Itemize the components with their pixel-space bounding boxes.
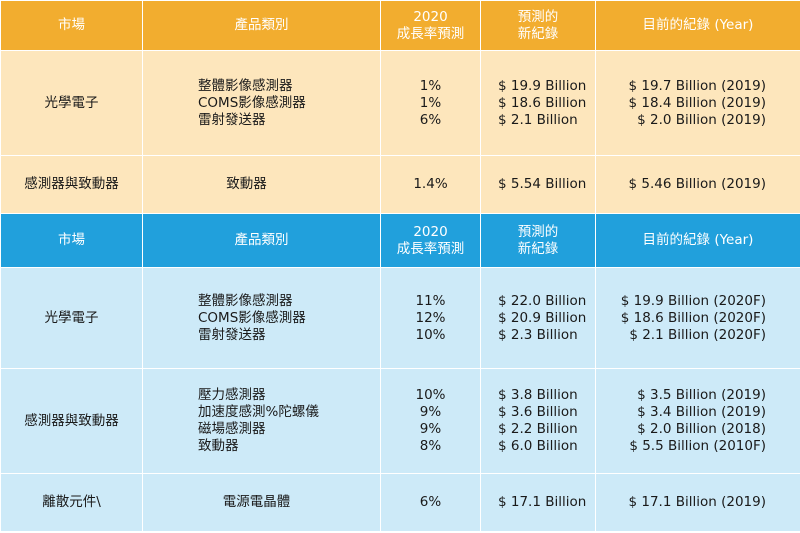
- header-growth-line1: 2020: [413, 223, 448, 240]
- market-cell: 感測器與致動器: [0, 368, 143, 474]
- current-cell: $ 3.5 Billion (2019) $ 3.4 Billion (2019…: [595, 368, 800, 474]
- header-market: 市場: [0, 213, 143, 268]
- table-header-row: 市場 產品類別 2020 成長率預測 預測的 新紀錄 目前的紀錄 (Year): [0, 0, 800, 51]
- current-value: $ 5.5 Billion (2010F): [629, 438, 766, 454]
- forecast-cell: $ 19.9 Billion $ 18.6 Billion $ 2.1 Bill…: [480, 50, 596, 156]
- forecast-cell: $ 3.8 Billion $ 3.6 Billion $ 2.2 Billio…: [480, 368, 596, 474]
- header-forecast: 預測的 新紀錄: [480, 0, 596, 51]
- market-cell: 光學電子: [0, 267, 143, 369]
- header-market: 市場: [0, 0, 143, 51]
- forecast-value: $ 2.1 Billion: [498, 111, 578, 128]
- category-item: 雷射發送器: [198, 326, 266, 343]
- growth-cell: 1.4%: [380, 155, 481, 214]
- market-table-2020: 市場 產品類別 2020 成長率預測 預測的 新紀錄 目前的紀錄 (Year) …: [0, 213, 800, 532]
- forecast-cell: $ 22.0 Billion $ 20.9 Billion $ 2.3 Bill…: [480, 267, 596, 369]
- category-cell: 壓力感測器 加速度感測%陀螺儀 磁場感測器 致動器: [142, 368, 381, 474]
- forecast-value: $ 6.0 Billion: [498, 438, 578, 454]
- table-row: 光學電子 整體影像感測器 COMS影像感測器 雷射發送器 1% 1% 6% $ …: [0, 50, 800, 156]
- current-cell: $ 17.1 Billion (2019): [595, 473, 800, 532]
- current-value: $ 18.6 Billion (2020F): [620, 309, 766, 326]
- header-forecast: 預測的 新紀錄: [480, 213, 596, 268]
- current-value: $ 2.0 Billion (2018): [637, 421, 766, 437]
- growth-value: 6%: [419, 111, 442, 128]
- growth-cell: 11% 12% 10%: [380, 267, 481, 369]
- header-growth: 2020 成長率預測: [380, 0, 481, 51]
- market-table-2019: 市場 產品類別 2020 成長率預測 預測的 新紀錄 目前的紀錄 (Year) …: [0, 0, 800, 214]
- market-cell: 光學電子: [0, 50, 143, 156]
- header-current: 目前的紀錄 (Year): [595, 0, 800, 51]
- table-row: 離散元件\ 電源電晶體 6% $ 17.1 Billion $ 17.1 Bil…: [0, 473, 800, 532]
- category-cell: 整體影像感測器 COMS影像感測器 雷射發送器: [142, 267, 381, 369]
- growth-cell: 10% 9% 9% 8%: [380, 368, 481, 474]
- header-growth-line2: 成長率預測: [396, 25, 465, 42]
- category-item: 磁場感測器: [198, 421, 266, 437]
- category-item: 壓力感測器: [198, 387, 266, 403]
- forecast-cell: $ 17.1 Billion: [480, 473, 596, 532]
- header-forecast-line2: 新紀錄: [517, 25, 559, 42]
- category-cell: 整體影像感測器 COMS影像感測器 雷射發送器: [142, 50, 381, 156]
- table-row: 感測器與致動器 壓力感測器 加速度感測%陀螺儀 磁場感測器 致動器 10% 9%…: [0, 368, 800, 474]
- header-forecast-line2: 新紀錄: [517, 240, 559, 257]
- category-item: 加速度感測%陀螺儀: [198, 404, 319, 420]
- current-value: $ 2.1 Billion (2020F): [629, 326, 766, 343]
- current-value: $ 2.0 Billion (2019): [637, 111, 766, 128]
- category-item: 整體影像感測器: [198, 77, 293, 94]
- header-current: 目前的紀錄 (Year): [595, 213, 800, 268]
- current-value: $ 19.7 Billion (2019): [628, 77, 767, 94]
- current-cell: $ 5.46 Billion (2019): [595, 155, 800, 214]
- category-item: COMS影像感測器: [198, 94, 306, 111]
- current-cell: $ 19.9 Billion (2020F) $ 18.6 Billion (2…: [595, 267, 800, 369]
- growth-cell: 1% 1% 6%: [380, 50, 481, 156]
- growth-value: 1%: [419, 94, 442, 111]
- growth-value: 11%: [415, 292, 446, 309]
- forecast-value: $ 3.6 Billion: [498, 404, 578, 420]
- growth-value: 10%: [415, 326, 446, 343]
- current-cell: $ 19.7 Billion (2019) $ 18.4 Billion (20…: [595, 50, 800, 156]
- category-cell: 致動器: [142, 155, 381, 214]
- table-row: 光學電子 整體影像感測器 COMS影像感測器 雷射發送器 11% 12% 10%…: [0, 267, 800, 369]
- current-value: $ 18.4 Billion (2019): [628, 94, 767, 111]
- current-value: $ 3.5 Billion (2019): [637, 387, 766, 403]
- forecast-value: $ 18.6 Billion: [498, 94, 587, 111]
- category-cell: 電源電晶體: [142, 473, 381, 532]
- category-item: COMS影像感測器: [198, 309, 306, 326]
- growth-value: 1%: [419, 77, 442, 94]
- category-item: 致動器: [198, 438, 239, 454]
- current-value: $ 3.4 Billion (2019): [637, 404, 766, 420]
- market-cell: 感測器與致動器: [0, 155, 143, 214]
- header-category: 產品類別: [142, 0, 381, 51]
- table-row: 感測器與致動器 致動器 1.4% $ 5.54 Billion $ 5.46 B…: [0, 155, 800, 214]
- forecast-value: $ 2.3 Billion: [498, 326, 578, 343]
- forecast-value: $ 20.9 Billion: [498, 309, 587, 326]
- market-cell: 離散元件\: [0, 473, 143, 532]
- category-item: 整體影像感測器: [198, 292, 293, 309]
- forecast-value: $ 2.2 Billion: [498, 421, 578, 437]
- growth-value: 10%: [415, 387, 446, 403]
- forecast-value: $ 22.0 Billion: [498, 292, 587, 309]
- header-growth-line2: 成長率預測: [396, 240, 465, 257]
- current-value: $ 19.9 Billion (2020F): [620, 292, 766, 309]
- header-forecast-line1: 預測的: [517, 8, 559, 25]
- forecast-cell: $ 5.54 Billion: [480, 155, 596, 214]
- forecast-value: $ 3.8 Billion: [498, 387, 578, 403]
- header-growth-line1: 2020: [413, 8, 448, 25]
- growth-cell: 6%: [380, 473, 481, 532]
- growth-value: 9%: [419, 404, 442, 420]
- header-growth: 2020 成長率預測: [380, 213, 481, 268]
- category-item: 雷射發送器: [198, 111, 266, 128]
- header-category: 產品類別: [142, 213, 381, 268]
- growth-value: 12%: [415, 309, 446, 326]
- growth-value: 9%: [419, 421, 442, 437]
- growth-value: 8%: [419, 438, 442, 454]
- forecast-value: $ 19.9 Billion: [498, 77, 587, 94]
- table-header-row: 市場 產品類別 2020 成長率預測 預測的 新紀錄 目前的紀錄 (Year): [0, 213, 800, 268]
- header-forecast-line1: 預測的: [517, 223, 559, 240]
